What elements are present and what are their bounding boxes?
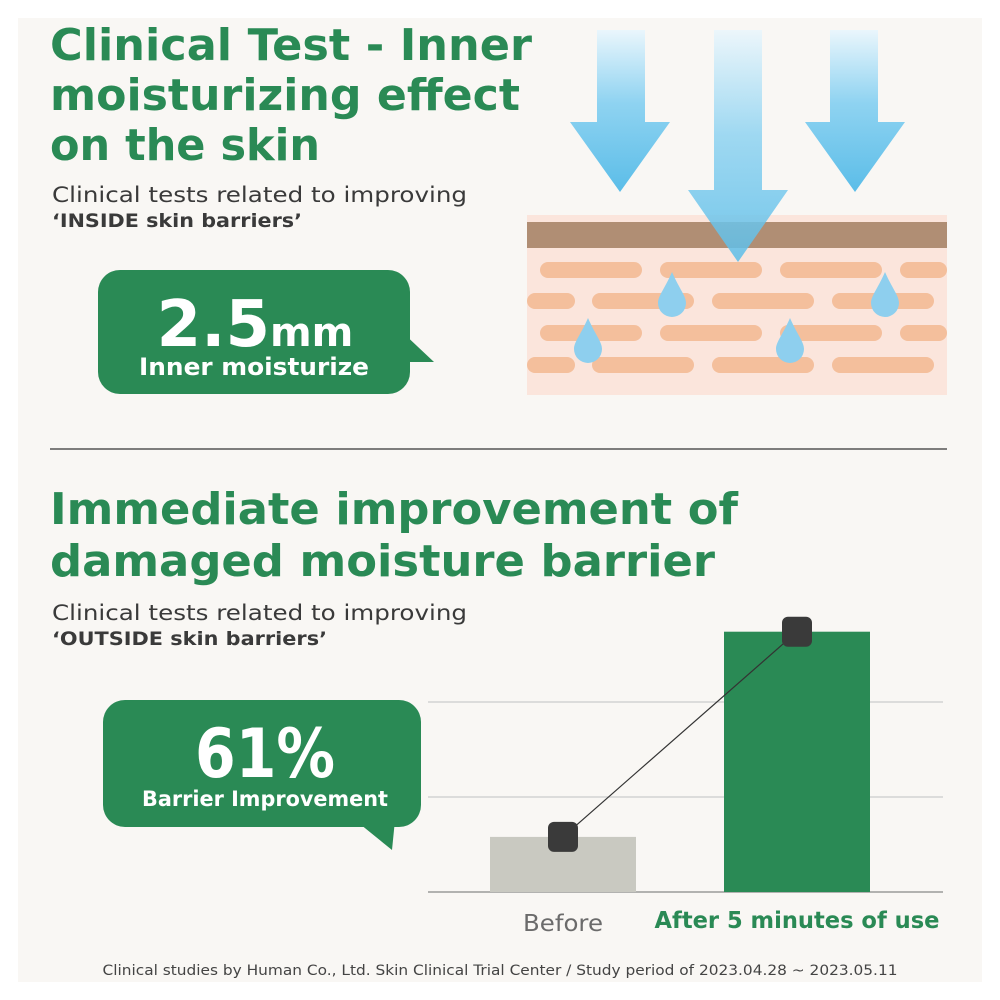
stat-label: Inner moisturize xyxy=(139,353,369,381)
subtitle: ‘INSIDE skin barriers’ xyxy=(52,210,302,232)
skin-illustration xyxy=(527,30,947,395)
subtitle: Clinical tests related to improving xyxy=(52,601,467,625)
x-tick-label: Before xyxy=(523,911,603,937)
speech-bubble xyxy=(103,700,421,850)
marker xyxy=(548,821,578,852)
stat-number: 2.5 xyxy=(157,288,270,362)
stat-value: 61% xyxy=(195,715,335,794)
bar xyxy=(724,631,870,892)
title-line: moisturizing effect xyxy=(50,70,520,121)
title-line: Clinical Test - Inner xyxy=(50,20,532,71)
x-tick-label: After 5 minutes of use xyxy=(655,908,940,934)
trend-line xyxy=(562,631,798,838)
title-line: on the skin xyxy=(50,120,320,171)
chart: Before After 5 minutes of use xyxy=(428,616,943,937)
stat-value: 2.5mm xyxy=(157,288,354,362)
footer: Clinical studies by Human Co., Ltd. Skin… xyxy=(103,963,898,979)
title-line: damaged moisture barrier xyxy=(50,536,715,587)
speech-bubble xyxy=(98,270,434,394)
subtitle: Clinical tests related to improving xyxy=(52,183,467,207)
stat-unit: mm xyxy=(270,310,353,356)
stat-label: Barrier Improvement xyxy=(142,787,388,811)
marker xyxy=(782,616,812,647)
subtitle: ‘OUTSIDE skin barriers’ xyxy=(52,628,327,650)
title-line: Immediate improvement of xyxy=(50,484,739,535)
